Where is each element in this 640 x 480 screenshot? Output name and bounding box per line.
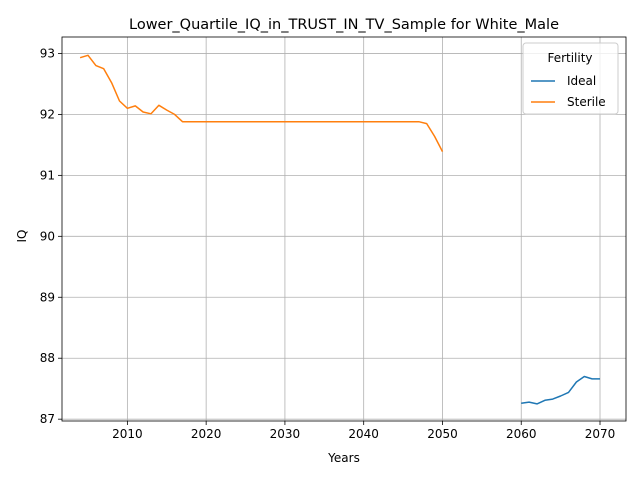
y-tick-label: 87 bbox=[40, 412, 55, 426]
x-tick-label: 2020 bbox=[191, 427, 222, 441]
legend: Fertility Ideal Sterile bbox=[522, 42, 619, 115]
y-axis-ticks: 87 88 89 90 91 92 93 bbox=[40, 46, 62, 426]
x-tick-label: 2010 bbox=[112, 427, 143, 441]
x-tick-label: 2070 bbox=[585, 427, 616, 441]
x-axis-ticks: 2010 2020 2030 2040 2050 2060 2070 bbox=[112, 421, 615, 441]
legend-title: Fertility bbox=[547, 51, 592, 65]
chart-title: Lower_Quartile_IQ_in_TRUST_IN_TV_Sample … bbox=[129, 17, 559, 33]
y-axis-label: IQ bbox=[15, 230, 29, 243]
series-group bbox=[79, 54, 600, 405]
y-tick-label: 91 bbox=[40, 168, 55, 182]
y-tick-label: 88 bbox=[40, 351, 55, 365]
plot-frame bbox=[61, 36, 627, 422]
legend-label-ideal: Ideal bbox=[567, 74, 596, 88]
grid bbox=[62, 37, 626, 421]
x-tick-label: 2030 bbox=[270, 427, 301, 441]
y-tick-label: 93 bbox=[40, 46, 55, 60]
legend-box bbox=[522, 42, 619, 115]
legend-label-sterile: Sterile bbox=[567, 95, 606, 109]
x-tick-label: 2040 bbox=[348, 427, 379, 441]
series-line-sterile bbox=[79, 54, 444, 152]
y-tick-label: 92 bbox=[40, 107, 55, 121]
y-tick-label: 89 bbox=[40, 290, 55, 304]
legend-entries: Ideal Sterile bbox=[531, 74, 606, 109]
x-axis-label: Years bbox=[327, 451, 360, 465]
series-line-ideal bbox=[521, 375, 600, 405]
x-tick-label: 2060 bbox=[506, 427, 537, 441]
x-tick-label: 2050 bbox=[427, 427, 458, 441]
y-tick-label: 90 bbox=[40, 229, 55, 243]
